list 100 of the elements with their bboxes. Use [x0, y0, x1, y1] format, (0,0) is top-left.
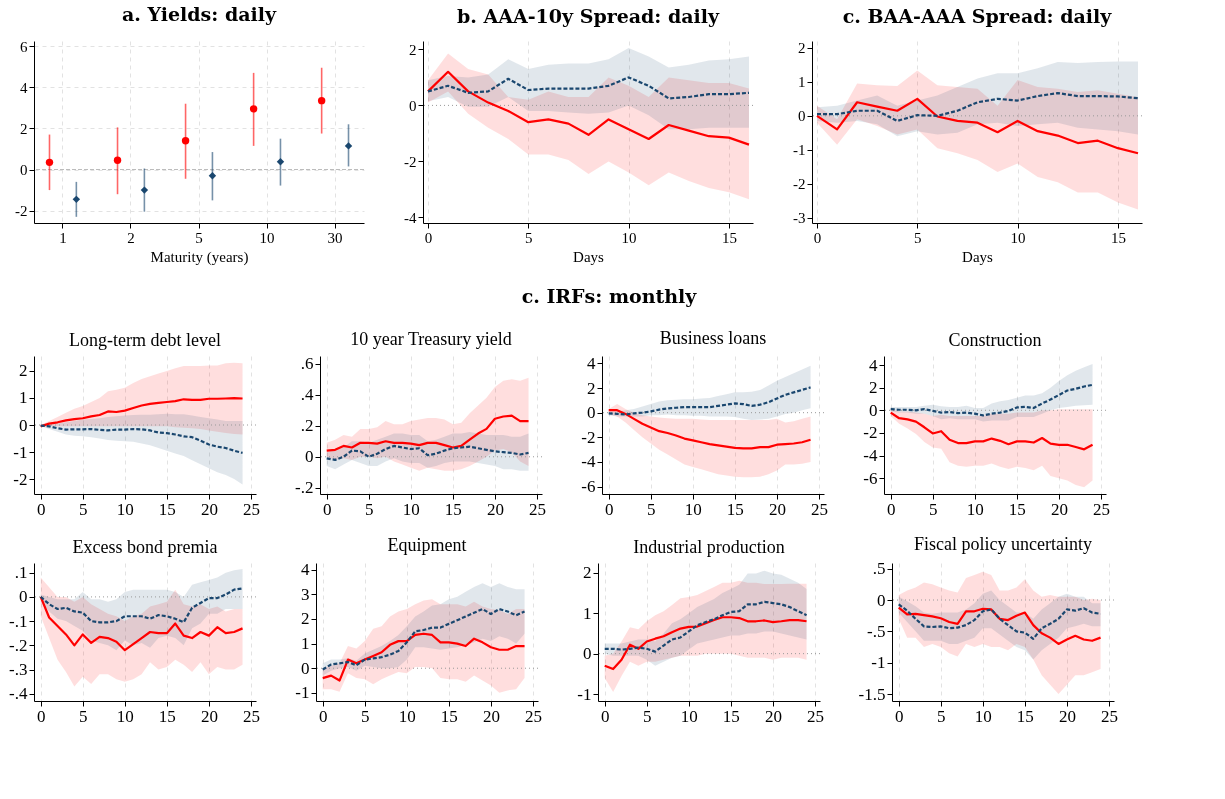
x-tick-label: 20: [764, 706, 782, 726]
y-tick-label: .5: [872, 559, 886, 579]
x-tick-label: 15: [440, 706, 458, 726]
x-tick-label: 0: [600, 706, 610, 726]
y-tick-label: 0: [409, 97, 417, 114]
line-series: [815, 97, 1140, 155]
chart-title: Fiscal policy uncertainty: [914, 533, 1092, 554]
x-tick-label: 10: [259, 229, 275, 246]
line-series: [325, 414, 530, 452]
line-series: [603, 600, 808, 653]
x-tick-label: 10: [398, 706, 416, 726]
y-tick-label: -6: [581, 477, 596, 497]
line-series: [815, 91, 1140, 123]
line-series: [889, 411, 1094, 451]
x-tick-label: 10: [966, 499, 984, 519]
x-tick-label: 10: [116, 499, 134, 519]
x-tick-label: 20: [482, 706, 500, 726]
x-tick-label: 15: [726, 499, 744, 519]
y-tick-label: 0: [869, 400, 878, 420]
x-tick-label: 10: [684, 499, 702, 519]
y-tick-label: 0: [19, 415, 28, 435]
x-tick-label: 10: [116, 706, 134, 726]
y-tick-label: 0: [19, 587, 28, 607]
x-axis-title: Maturity (years): [150, 248, 249, 266]
y-tick-label: -2: [15, 203, 28, 220]
x-tick-label: 25: [810, 499, 828, 519]
y-tick-label: -4: [863, 446, 878, 466]
chart-title: 10 year Treasury yield: [350, 328, 512, 349]
y-tick-label: 0: [20, 162, 28, 179]
y-tick-label: -4: [404, 209, 417, 226]
x-tick-label: 15: [1110, 229, 1126, 246]
x-tick-label: 0: [36, 499, 46, 519]
x-tick-label: 20: [200, 706, 218, 726]
x-tick-label: 25: [1100, 706, 1118, 726]
x-tick-label: 5: [195, 229, 203, 246]
line-series: [607, 409, 812, 450]
y-tick-label: 0: [587, 403, 596, 423]
x-tick-label: 25: [1092, 499, 1110, 519]
y-tick-label: -6: [863, 468, 878, 488]
x-tick-label: 10: [1010, 229, 1026, 246]
y-tick-label: -2: [863, 423, 878, 443]
x-tick-label: 15: [158, 706, 176, 726]
y-tick-label: -2: [581, 427, 596, 447]
x-tick-label: 5: [647, 499, 656, 519]
y-tick-label: 2: [301, 609, 310, 629]
y-tick-label: -2: [404, 153, 417, 170]
y-tick-label: .2: [300, 416, 314, 436]
y-tick-label: -.5: [867, 621, 886, 641]
x-tick-label: 2: [127, 229, 135, 246]
x-tick-label: 25: [242, 706, 260, 726]
x-tick-label: 5: [79, 499, 88, 519]
y-tick-label: 1: [19, 388, 28, 408]
x-tick-label: 25: [528, 499, 546, 519]
y-tick-label: -2: [13, 469, 28, 489]
y-tick-label: 4: [587, 353, 596, 373]
y-tick-label: 0: [305, 447, 314, 467]
y-tick-label: 2: [409, 41, 417, 58]
y-tick-label: -1: [577, 684, 592, 704]
x-tick-label: 5: [79, 706, 88, 726]
x-tick-label: 1: [59, 229, 67, 246]
x-tick-label: 5: [914, 229, 922, 246]
y-tick-label: -1: [793, 142, 806, 159]
chart-title: Industrial production: [633, 537, 785, 557]
x-tick-label: 20: [200, 499, 218, 519]
x-tick-label: 25: [806, 706, 824, 726]
x-tick-label: 15: [721, 229, 737, 246]
y-tick-label: -.2: [9, 635, 28, 655]
x-tick-label: 5: [525, 229, 533, 246]
chart-title: Construction: [948, 330, 1042, 350]
x-tick-label: 0: [813, 229, 822, 246]
x-axis-title: Days: [573, 248, 605, 265]
y-tick-label: 0: [877, 590, 886, 610]
y-tick-label: -1: [295, 683, 310, 703]
line-series: [325, 444, 530, 461]
y-tick-label: -.4: [9, 684, 28, 704]
line-series: [39, 397, 244, 428]
chart-title: a. Yields: daily: [122, 3, 277, 26]
chart-title: b. AAA-10y Spread: daily: [456, 5, 721, 27]
x-axis-title: Days: [962, 248, 994, 265]
y-tick-label: -1.5: [858, 684, 886, 704]
x-tick-label: 10: [680, 706, 698, 726]
x-tick-label: 0: [322, 499, 332, 519]
y-tick-label: 2: [583, 563, 592, 583]
y-tick-label: 1: [798, 74, 806, 91]
x-tick-label: 0: [318, 706, 328, 726]
x-tick-label: 0: [36, 706, 46, 726]
y-tick-label: -1: [871, 653, 886, 673]
chart-title: Business loans: [659, 328, 767, 349]
x-tick-label: 5: [643, 706, 652, 726]
text: c. IRFs: monthly: [521, 285, 698, 307]
y-tick-label: .1: [14, 563, 28, 583]
chart-title: Excess bond premia: [72, 537, 218, 557]
line-series: [426, 70, 751, 146]
x-tick-label: 5: [937, 706, 946, 726]
y-tick-label: 4: [869, 355, 878, 375]
y-tick-label: 2: [869, 378, 878, 398]
x-tick-label: 5: [365, 499, 374, 519]
x-tick-label: 0: [894, 706, 904, 726]
y-tick-label: -3: [793, 210, 806, 227]
y-tick-label: 4: [301, 560, 310, 580]
